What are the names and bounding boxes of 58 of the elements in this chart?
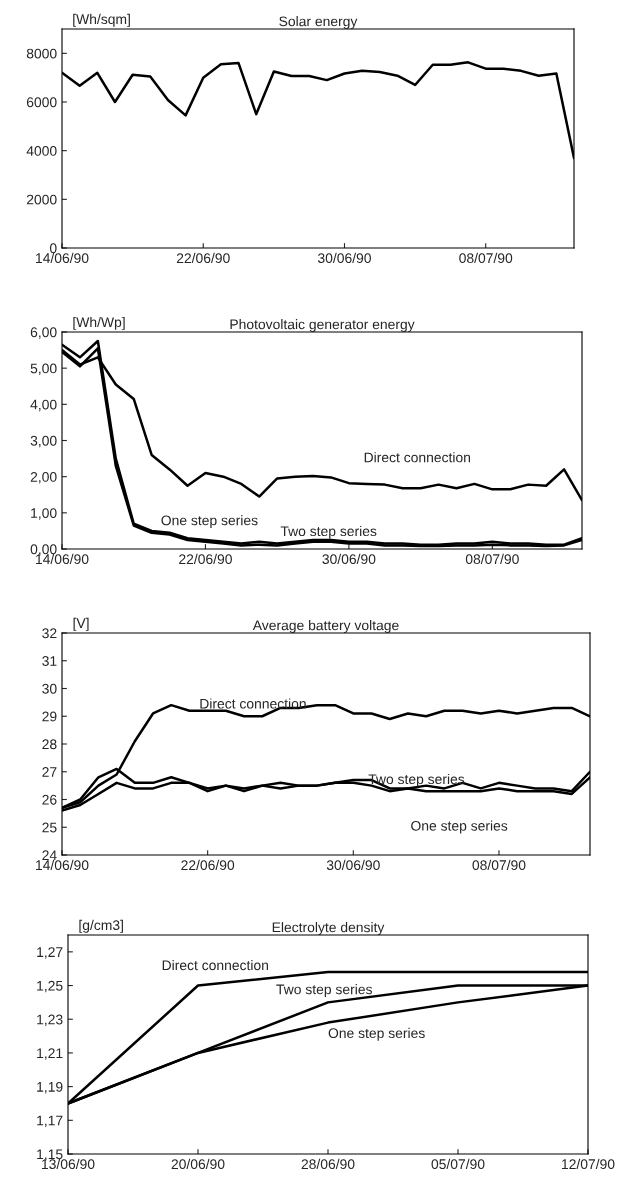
chart-title: Solar energy bbox=[279, 16, 358, 29]
y-tick-label: 1,27 bbox=[37, 947, 63, 959]
chart-title: Electrolyte density bbox=[272, 922, 385, 935]
y-tick-label: 2000 bbox=[26, 194, 57, 205]
series-label: Direct connection bbox=[200, 698, 306, 709]
x-tick-label: 20/06/90 bbox=[171, 1158, 225, 1170]
text: One step series bbox=[411, 820, 508, 834]
x-tick-label: 22/06/90 bbox=[176, 252, 230, 264]
series-label: Two step series bbox=[368, 773, 465, 787]
y-tick-label: 31 bbox=[42, 656, 57, 666]
y-axis-title: [Wh/sqm] bbox=[73, 13, 130, 27]
y-tick-label: 1,21 bbox=[37, 1048, 63, 1060]
x-tick-label: 30/06/90 bbox=[322, 553, 376, 565]
y-tick-label: 8000 bbox=[26, 48, 57, 59]
series-label: One step series bbox=[328, 1027, 425, 1041]
y-tick-label: 24 bbox=[42, 850, 57, 861]
series-label: Two step series bbox=[280, 525, 377, 539]
x-tick-label: 12/07/90 bbox=[562, 1158, 615, 1170]
y-axis-title: [V] bbox=[73, 617, 89, 631]
x-tick-label: 30/06/90 bbox=[317, 252, 371, 264]
y-tick-label: 4,00 bbox=[30, 399, 57, 412]
x-tick-label: 05/07/90 bbox=[431, 1158, 485, 1170]
x-tick-label: 14/06/90 bbox=[36, 859, 89, 871]
series-label: Two step series bbox=[276, 984, 372, 998]
x-tick-label: 28/06/90 bbox=[301, 1158, 355, 1170]
y-tick-label: 3,00 bbox=[30, 435, 57, 448]
y-tick-label: 27 bbox=[42, 767, 57, 777]
x-tick-label: 08/07/90 bbox=[459, 252, 513, 264]
x-tick-label: 08/07/90 bbox=[472, 859, 526, 871]
x-tick-label: 22/06/90 bbox=[179, 553, 232, 565]
y-tick-label: 1,00 bbox=[31, 508, 57, 520]
x-tick-label: 22/06/90 bbox=[181, 859, 235, 871]
y-tick-label: 1,25 bbox=[37, 980, 63, 993]
y-tick-label: 5,00 bbox=[30, 363, 57, 375]
series-label: Direct connection bbox=[364, 452, 471, 463]
y-tick-label: 26 bbox=[42, 794, 57, 805]
x-tick-label: 30/06/90 bbox=[326, 859, 380, 871]
y-tick-label: 1,19 bbox=[37, 1081, 63, 1094]
chart-title: Photovoltaic generator energy bbox=[230, 319, 415, 332]
y-tick-label: 6,00 bbox=[30, 327, 57, 339]
y-tick-label: 2,00 bbox=[30, 472, 57, 484]
series-label: One step series bbox=[161, 515, 258, 529]
y-axis-title: [Wh/Wp] bbox=[73, 316, 125, 330]
y-tick-label: 30 bbox=[42, 683, 57, 694]
x-tick-label: 08/07/90 bbox=[465, 553, 519, 565]
y-axis-title: [g/cm3] bbox=[79, 919, 123, 933]
y-tick-label: 0 bbox=[49, 243, 57, 254]
x-tick-label: 14/06/90 bbox=[36, 252, 89, 264]
y-tick-label: 6000 bbox=[26, 97, 57, 108]
y-tick-label: 25 bbox=[42, 822, 57, 833]
y-tick-label: 1,23 bbox=[37, 1014, 63, 1027]
y-tick-label: 1,17 bbox=[37, 1115, 63, 1128]
y-tick-label: 28 bbox=[42, 739, 57, 750]
y-tick-label: 29 bbox=[42, 711, 57, 722]
y-tick-label: 4000 bbox=[26, 146, 57, 156]
series-label: Direct connection bbox=[162, 959, 269, 971]
y-tick-label: 32 bbox=[42, 628, 57, 639]
chart-title: Average battery voltage bbox=[252, 620, 399, 633]
